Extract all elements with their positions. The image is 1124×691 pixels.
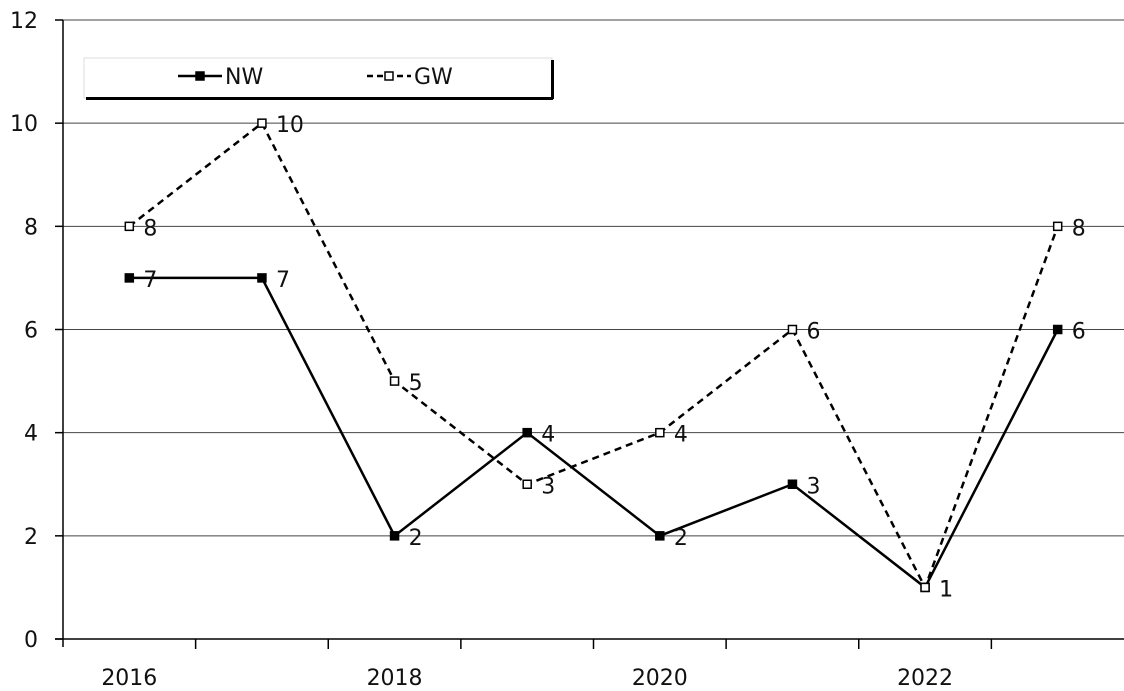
data-point: [787, 324, 798, 335]
x-tick-label: 2022: [897, 666, 953, 691]
data-point: [522, 479, 532, 489]
series-line-gw: [128, 121, 1059, 591]
data-label: 3: [806, 474, 820, 499]
data-point: [1052, 324, 1063, 335]
data-point: [920, 582, 930, 593]
data-label: 2: [674, 526, 688, 551]
legend-label: NW: [225, 65, 263, 90]
data-point: [124, 273, 135, 283]
data-point: [124, 221, 135, 232]
y-tick-label: 2: [24, 525, 38, 550]
data-label: 1: [939, 577, 953, 602]
x-tick-label: 2016: [101, 666, 157, 691]
data-label: 10: [276, 113, 304, 138]
legend-item-gw: GW: [367, 65, 453, 90]
data-label: 2: [409, 526, 423, 551]
legend-marker: [384, 71, 394, 81]
data-label: 8: [143, 216, 157, 241]
data-label: 6: [806, 320, 820, 345]
data-label: 7: [276, 268, 290, 293]
x-tick-label: 2018: [367, 666, 423, 691]
data-label: 8: [1072, 216, 1086, 241]
legend-box: [83, 57, 553, 99]
y-tick-label: 4: [24, 422, 38, 447]
data-label: 4: [674, 423, 688, 448]
x-tick-label: 2020: [632, 666, 688, 691]
data-point: [389, 376, 400, 386]
legend-item-nw: NW: [178, 65, 263, 90]
data-label: 5: [409, 371, 423, 396]
axes: [55, 19, 1124, 649]
data-label: 6: [1072, 320, 1086, 345]
data-label: 1: [939, 577, 953, 602]
series-nw: 7 7 2 4 2 3 1 6: [124, 268, 1086, 602]
data-label: 4: [541, 423, 555, 448]
data-point: [1052, 221, 1063, 232]
y-tick-label: 10: [10, 112, 38, 137]
y-tick-label: 0: [24, 628, 38, 653]
legend-label: GW: [414, 65, 453, 90]
data-point: [787, 479, 798, 489]
series-line-nw: [129, 276, 1059, 590]
grid-lines: [63, 19, 1124, 537]
series-gw: 8 10 5 3 4 6 1 8: [124, 113, 1086, 602]
data-point: [257, 273, 267, 283]
data-label: 7: [143, 268, 157, 293]
legend: NW GW: [83, 57, 554, 100]
y-tick-label: 12: [10, 9, 38, 34]
y-tick-label: 8: [24, 215, 38, 240]
data-label: 3: [541, 474, 555, 499]
data-point: [389, 531, 400, 541]
y-axis-tick-labels: 0 2 4 6 8 10 12: [10, 9, 38, 653]
data-point: [655, 427, 665, 438]
y-tick-label: 6: [24, 319, 38, 344]
data-point: [522, 427, 532, 438]
x-axis-tick-labels: 2016 2018 2020 2022: [101, 666, 953, 691]
data-point: [655, 531, 665, 541]
data-point: [257, 118, 267, 128]
legend-marker: [195, 71, 205, 81]
